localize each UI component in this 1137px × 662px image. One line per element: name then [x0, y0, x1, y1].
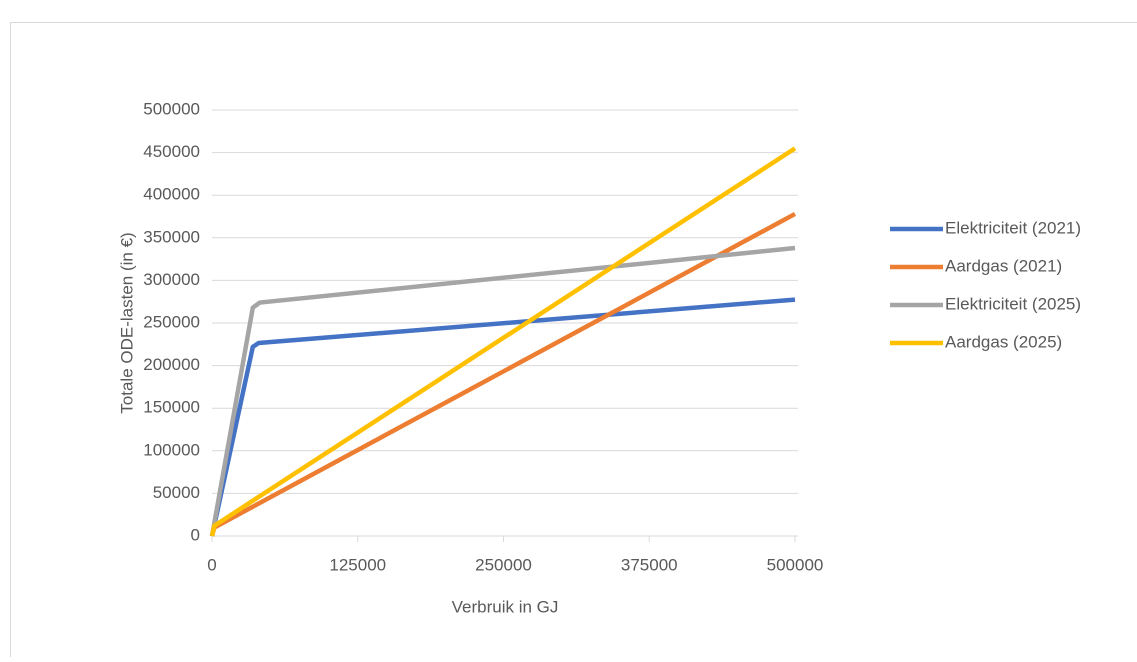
y-tick-label: 0 [191, 525, 200, 544]
y-tick-label: 400000 [143, 185, 200, 204]
x-tick-label: 0 [207, 555, 216, 574]
x-tick-label: 375000 [621, 555, 678, 574]
y-tick-label: 350000 [143, 227, 200, 246]
legend-label: Aardgas (2021) [945, 256, 1062, 275]
x-tick-label: 250000 [475, 555, 532, 574]
x-tick-label: 500000 [767, 555, 824, 574]
legend-label: Elektriciteit (2025) [945, 294, 1081, 313]
y-tick-label: 300000 [143, 270, 200, 289]
x-axis-title: Verbruik in GJ [452, 597, 559, 616]
y-tick-label: 450000 [143, 142, 200, 161]
y-tick-label: 100000 [143, 440, 200, 459]
y-tick-label: 50000 [153, 483, 200, 502]
y-tick-label: 200000 [143, 355, 200, 374]
y-axis-title: Totale ODE-lasten (in €) [117, 232, 136, 413]
y-tick-label: 250000 [143, 312, 200, 331]
y-tick-label: 150000 [143, 398, 200, 417]
x-tick-label: 125000 [329, 555, 386, 574]
legend-label: Aardgas (2025) [945, 332, 1062, 351]
legend-label: Elektriciteit (2021) [945, 218, 1081, 237]
y-tick-label: 500000 [143, 99, 200, 118]
